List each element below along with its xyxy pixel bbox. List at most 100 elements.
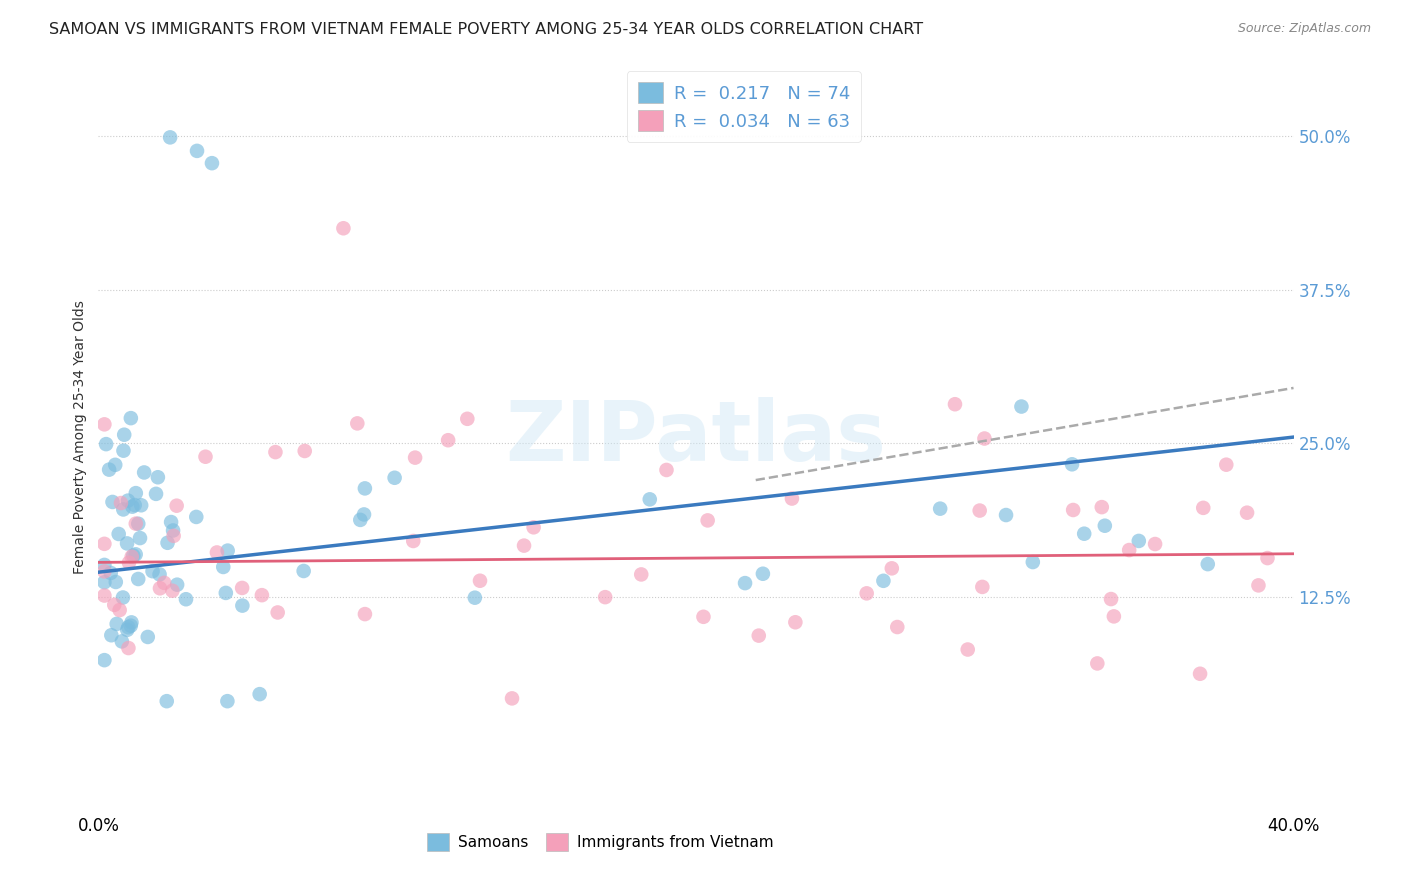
Point (696, 513, 718, 527)
Point (655, 463, 678, 477)
Point (354, 607, 377, 621)
Point (129, 498, 152, 512)
Point (217, 694, 239, 708)
Legend: Samoans, Immigrants from Vietnam: Samoans, Immigrants from Vietnam (418, 824, 783, 860)
Point (456, 412, 478, 426)
Point (1094, 518, 1116, 533)
Point (124, 498, 146, 512)
Point (1236, 506, 1258, 520)
Point (162, 529, 184, 543)
Point (1215, 458, 1237, 472)
Point (249, 687, 271, 701)
Point (117, 620, 139, 634)
Point (1091, 500, 1114, 515)
Point (956, 642, 979, 657)
Point (205, 545, 228, 559)
Point (212, 560, 235, 574)
Point (972, 580, 994, 594)
Point (117, 493, 139, 508)
Point (111, 591, 134, 605)
Point (785, 615, 807, 630)
Point (101, 495, 124, 509)
Point (121, 500, 143, 514)
Point (162, 524, 184, 538)
Point (943, 397, 966, 411)
Text: ZIPatlas: ZIPatlas (506, 397, 886, 477)
Point (1256, 551, 1278, 566)
Point (1247, 578, 1270, 592)
Point (100, 628, 122, 642)
Point (136, 630, 159, 644)
Point (1118, 543, 1140, 558)
Point (93, 417, 115, 432)
Point (593, 590, 616, 604)
Point (1010, 400, 1032, 414)
Point (194, 450, 217, 464)
Point (404, 450, 426, 465)
Point (1085, 657, 1108, 671)
Point (125, 516, 148, 531)
Point (93, 565, 115, 579)
Point (93, 558, 115, 572)
Point (159, 130, 181, 145)
Point (886, 620, 908, 634)
Point (153, 575, 176, 590)
Point (129, 531, 152, 545)
Point (93, 589, 115, 603)
Point (145, 487, 167, 501)
Point (149, 582, 172, 596)
Point (111, 634, 134, 648)
Point (156, 694, 179, 708)
Point (501, 691, 523, 706)
Point (127, 516, 149, 531)
Point (107, 527, 129, 541)
Point (231, 581, 253, 595)
Point (292, 564, 315, 578)
Point (523, 520, 546, 534)
Point (354, 482, 377, 496)
Point (103, 598, 125, 612)
Point (121, 615, 143, 630)
Point (134, 466, 156, 480)
Text: SAMOAN VS IMMIGRANTS FROM VIETNAM FEMALE POVERTY AMONG 25-34 YEAR OLDS CORRELATI: SAMOAN VS IMMIGRANTS FROM VIETNAM FEMALE… (49, 22, 924, 37)
Point (1197, 557, 1219, 571)
Point (630, 567, 652, 582)
Point (748, 629, 770, 643)
Point (513, 539, 536, 553)
Point (231, 599, 253, 613)
Point (332, 221, 354, 235)
Point (125, 547, 148, 561)
Point (267, 606, 290, 620)
Point (264, 445, 287, 459)
Point (148, 567, 170, 582)
Point (108, 603, 131, 617)
Point (734, 576, 756, 591)
Point (112, 502, 135, 516)
Y-axis label: Female Poverty Among 25-34 Year Olds: Female Poverty Among 25-34 Year Olds (73, 300, 87, 574)
Point (94, 437, 117, 451)
Point (464, 591, 486, 605)
Point (973, 432, 995, 446)
Point (1073, 526, 1095, 541)
Point (162, 583, 184, 598)
Point (104, 574, 127, 589)
Point (1144, 537, 1167, 551)
Point (127, 572, 149, 586)
Point (1022, 555, 1045, 569)
Point (186, 144, 208, 158)
Point (780, 491, 803, 506)
Point (872, 574, 894, 588)
Point (120, 411, 142, 425)
Point (353, 508, 375, 522)
Point (402, 533, 425, 548)
Point (384, 471, 406, 485)
Point (880, 561, 903, 575)
Point (122, 549, 145, 563)
Point (93, 653, 115, 667)
Point (160, 515, 183, 529)
Point (118, 556, 141, 570)
Text: Source: ZipAtlas.com: Source: ZipAtlas.com (1237, 22, 1371, 36)
Point (437, 434, 460, 448)
Point (115, 536, 138, 550)
Point (929, 501, 952, 516)
